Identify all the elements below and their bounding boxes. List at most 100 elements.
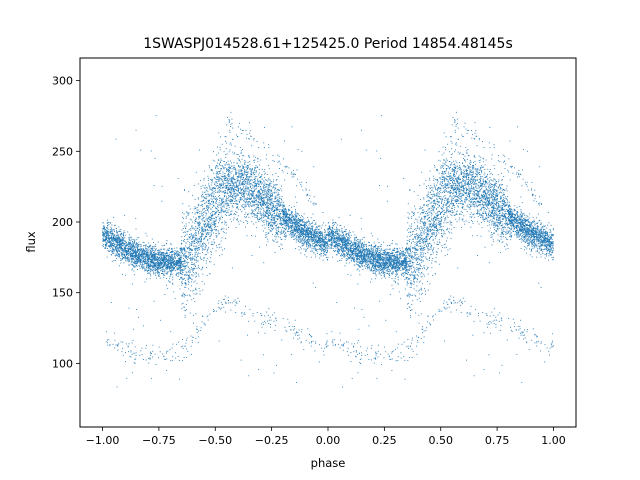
- data-point: [232, 206, 234, 208]
- data-point: [163, 275, 165, 276]
- data-point: [177, 264, 179, 266]
- data-point: [219, 160, 221, 162]
- data-point: [267, 191, 269, 193]
- data-point: [399, 257, 401, 259]
- data-point: [173, 257, 175, 259]
- data-point: [248, 192, 250, 194]
- data-point: [203, 243, 205, 244]
- data-point: [406, 249, 408, 251]
- data-point: [429, 226, 431, 228]
- data-point: [346, 255, 348, 257]
- data-point: [323, 245, 325, 247]
- data-point: [211, 229, 213, 231]
- data-point: [114, 224, 116, 226]
- data-point: [442, 247, 444, 249]
- data-point: [507, 208, 509, 210]
- data-point: [409, 268, 411, 270]
- data-point: [550, 242, 552, 244]
- data-point: [164, 252, 166, 254]
- data-point: [372, 270, 374, 271]
- data-point: [225, 185, 227, 186]
- data-point: [470, 204, 472, 206]
- data-point: [499, 215, 501, 217]
- data-point: [165, 272, 167, 274]
- data-point: [312, 236, 314, 238]
- data-point: [343, 235, 345, 237]
- data-point: [441, 212, 443, 214]
- data-point: [387, 259, 389, 261]
- data-point: [171, 247, 173, 249]
- data-point: [423, 240, 425, 242]
- data-point: [380, 265, 382, 267]
- data-point: [216, 185, 217, 187]
- data-point: [221, 175, 223, 177]
- data-point: [485, 196, 487, 198]
- data-point: [403, 252, 405, 254]
- data-point: [392, 248, 394, 250]
- data-point: [128, 255, 129, 257]
- data-point: [315, 245, 317, 247]
- data-point: [342, 240, 344, 242]
- data-point: [305, 234, 306, 236]
- data-point: [225, 148, 227, 150]
- data-point: [275, 215, 277, 217]
- data-point: [493, 198, 495, 200]
- data-point: [494, 199, 496, 201]
- data-point: [533, 242, 535, 244]
- data-point: [342, 235, 344, 236]
- data-point: [205, 194, 207, 195]
- data-point: [122, 245, 124, 247]
- data-point: [495, 221, 497, 223]
- data-point: [177, 276, 179, 278]
- data-point: [471, 184, 472, 186]
- data-point: [336, 250, 338, 252]
- data-point: [408, 302, 409, 304]
- data-point: [241, 189, 243, 191]
- data-point: [182, 279, 184, 281]
- data-point: [222, 221, 224, 223]
- data-point: [123, 230, 125, 232]
- data-point: [133, 258, 135, 260]
- data-point: [451, 207, 453, 209]
- data-point: [443, 187, 445, 189]
- data-point: [142, 256, 144, 258]
- data-point: [246, 174, 248, 175]
- data-point: [357, 259, 359, 261]
- data-point: [156, 267, 158, 269]
- data-point: [333, 237, 335, 239]
- data-point: [342, 248, 343, 249]
- data-point: [544, 238, 546, 239]
- data-point: [236, 178, 238, 180]
- data-point: [399, 253, 401, 255]
- data-point: [182, 254, 184, 256]
- data-point: [157, 258, 159, 260]
- data-point: [400, 253, 402, 255]
- data-point: [286, 222, 288, 224]
- data-point: [474, 182, 475, 184]
- data-point: [250, 205, 252, 207]
- data-point: [223, 161, 225, 162]
- data-point: [102, 245, 104, 247]
- data-point: [306, 247, 308, 249]
- data-point: [475, 172, 477, 174]
- data-point: [416, 285, 418, 287]
- data-point: [105, 229, 106, 231]
- data-point: [383, 258, 385, 259]
- data-point: [526, 223, 528, 225]
- data-point: [240, 150, 242, 152]
- data-point: [338, 216, 340, 218]
- data-point: [170, 267, 172, 269]
- data-point: [110, 226, 112, 228]
- data-point: [403, 276, 404, 278]
- data-point: [464, 155, 466, 157]
- data-point: [216, 192, 218, 193]
- data-point: [217, 233, 219, 235]
- data-point: [488, 262, 490, 264]
- data-point: [168, 261, 170, 263]
- data-point: [496, 227, 498, 229]
- data-point: [498, 204, 500, 206]
- data-point: [419, 239, 421, 241]
- data-point: [169, 257, 171, 259]
- data-point: [446, 229, 448, 231]
- data-point: [363, 259, 365, 261]
